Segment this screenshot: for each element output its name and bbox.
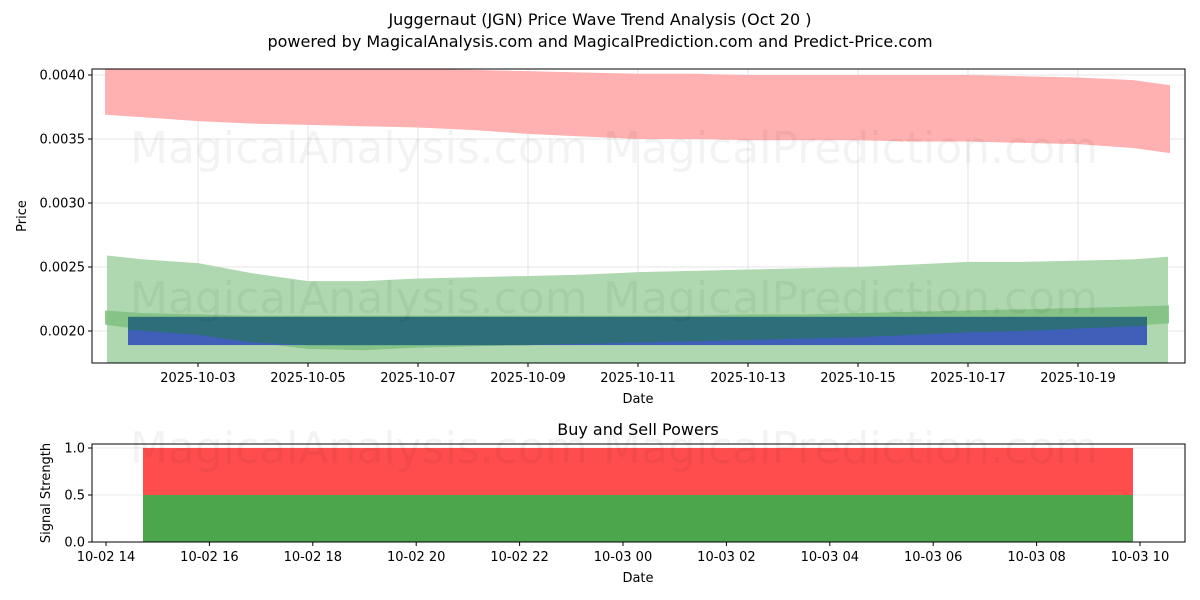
- watermark-right: MagicalPrediction.com: [603, 123, 1098, 174]
- y-tick-label: 0.0035: [40, 133, 86, 148]
- power-bars: [143, 448, 1133, 542]
- bottom-plot-frame: [91, 443, 1186, 543]
- x-tick-label: 10-02 20: [387, 550, 445, 565]
- x-tick-label: 10-03 00: [594, 550, 652, 565]
- x-tick-label: 2025-10-13: [710, 371, 786, 386]
- x-axis-ticks: 2025-10-03 2025-10-05 2025-10-07 2025-10-09…: [160, 363, 1116, 386]
- price-bands: [105, 69, 1170, 363]
- buy-sell-power-plot: Buy and Sell Powers MagicalAnalysis.com …: [39, 420, 1186, 586]
- x-axis-ticks: 10-02 14 10-02 16 10-02 18 10-02 20 10-02 22…: [77, 542, 1169, 565]
- x-tick-label: 10-02 22: [490, 550, 548, 565]
- x-tick-label: 10-03 06: [904, 550, 962, 565]
- watermark-left: MagicalAnalysis.com: [130, 273, 588, 324]
- watermark-left: MagicalAnalysis.com: [130, 423, 588, 474]
- y-tick-label: 0.0: [64, 536, 85, 551]
- y-axis-ticks: 0.0 0.5 1.0: [64, 442, 92, 551]
- y-axis-ticks: 0.0020 0.0025 0.0030 0.0035 0.0040: [40, 69, 92, 340]
- x-tick-label: 10-03 04: [801, 550, 859, 565]
- x-tick-label: 10-02 14: [77, 550, 135, 565]
- x-tick-label: 10-03 08: [1007, 550, 1065, 565]
- x-tick-label: 2025-10-11: [600, 371, 676, 386]
- x-tick-label: 10-03 10: [1111, 550, 1169, 565]
- watermark-right: MagicalPrediction.com: [603, 423, 1098, 474]
- x-axis-label: Date: [622, 392, 653, 407]
- resistance-band: [105, 69, 1170, 154]
- x-tick-label: 2025-10-15: [820, 371, 896, 386]
- watermark-right: MagicalPrediction.com: [603, 273, 1098, 324]
- watermark-left: MagicalAnalysis.com: [130, 123, 588, 174]
- chart-title: Juggernaut (JGN) Price Wave Trend Analys…: [388, 10, 812, 29]
- y-tick-label: 0.0020: [40, 325, 86, 340]
- x-tick-label: 10-03 02: [697, 550, 755, 565]
- x-tick-label: 2025-10-09: [490, 371, 566, 386]
- trend-overlap-band: [128, 316, 1147, 346]
- y-tick-label: 0.0030: [40, 197, 86, 212]
- x-tick-label: 2025-10-03: [160, 371, 236, 386]
- buy-power-bar: [143, 495, 1133, 542]
- y-tick-label: 0.0025: [40, 261, 86, 276]
- chart-subtitle: powered by MagicalAnalysis.com and Magic…: [267, 32, 933, 51]
- x-tick-label: 10-02 16: [180, 550, 238, 565]
- y-axis-label: Price: [15, 200, 30, 232]
- x-axis-label: Date: [622, 571, 653, 586]
- y-tick-label: 0.0040: [40, 69, 86, 84]
- buy-sell-title: Buy and Sell Powers: [557, 420, 719, 439]
- x-tick-label: 2025-10-05: [270, 371, 346, 386]
- y-axis-label: Signal Strength: [39, 443, 54, 543]
- x-tick-label: 2025-10-17: [930, 371, 1006, 386]
- x-tick-label: 2025-10-19: [1040, 371, 1116, 386]
- y-tick-label: 0.5: [64, 489, 85, 504]
- x-tick-label: 2025-10-07: [380, 371, 456, 386]
- x-tick-label: 10-02 18: [284, 550, 342, 565]
- y-tick-label: 1.0: [64, 442, 85, 457]
- price-wave-plot: MagicalAnalysis.com MagicalPrediction.co…: [15, 68, 1186, 407]
- sell-power-bar: [143, 448, 1133, 495]
